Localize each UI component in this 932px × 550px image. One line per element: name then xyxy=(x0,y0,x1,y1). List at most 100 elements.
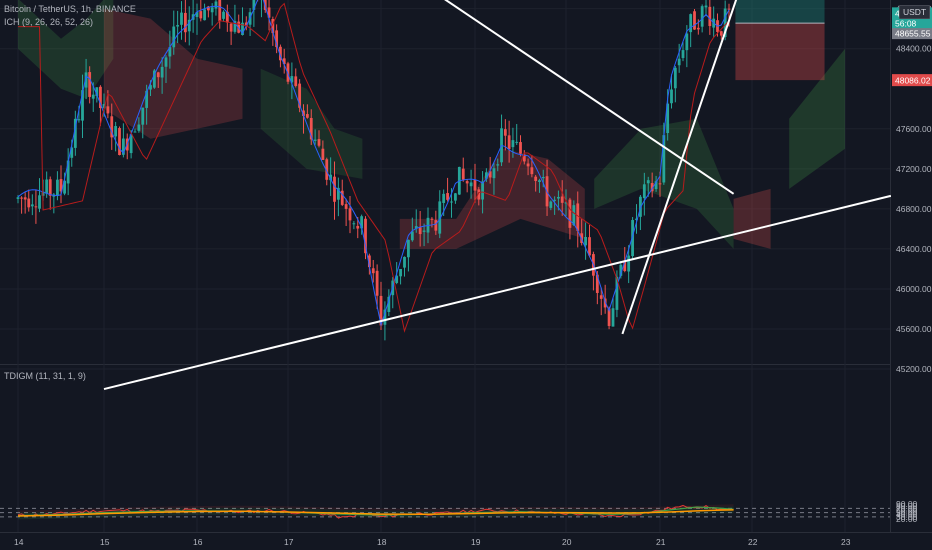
candle-body xyxy=(507,135,511,150)
stop-loss-zone xyxy=(735,23,825,81)
candle-body xyxy=(670,89,673,104)
candle-body xyxy=(56,179,59,196)
candle-body xyxy=(438,201,442,234)
tdigm-legend[interactable]: TDIGM (11, 31, 1, 9) xyxy=(4,371,86,381)
candle-body xyxy=(279,46,282,61)
candle-body xyxy=(321,148,325,160)
candle-body xyxy=(727,8,731,10)
stop-loss-tag-background xyxy=(892,74,932,87)
oscillator-axis-label: 40.00 xyxy=(896,510,918,520)
candle-body xyxy=(168,47,172,57)
price-axis-label: 45200.00 xyxy=(896,364,932,374)
candle-body xyxy=(677,58,681,66)
candle-body xyxy=(34,206,38,208)
candle-body xyxy=(88,72,92,97)
candle-body xyxy=(534,176,538,181)
time-axis-label: 16 xyxy=(193,537,203,547)
candle-body xyxy=(576,203,580,231)
candle-body xyxy=(160,66,164,78)
candle-body xyxy=(229,23,233,32)
oscillator-axis-label: 70.00 xyxy=(896,503,918,513)
tdigm-label: TDIGM (11, 31, 1, 9) xyxy=(4,371,86,381)
time-axis-label: 22 xyxy=(748,537,758,547)
candle-body xyxy=(114,126,118,137)
candle-body xyxy=(646,180,650,184)
price-axis-background xyxy=(891,0,932,532)
time-axis-label: 21 xyxy=(656,537,666,547)
candle-body xyxy=(360,216,364,229)
candle-body xyxy=(317,139,321,146)
candle-body xyxy=(434,220,438,231)
ichimoku-cloud xyxy=(789,48,845,189)
candle-body xyxy=(176,25,180,27)
price-axis-label: 46000.00 xyxy=(896,284,932,294)
candle-body xyxy=(172,26,176,48)
candle-body xyxy=(538,180,541,183)
candle-body xyxy=(118,128,121,156)
candle-body xyxy=(496,164,500,166)
oscillator-axis-label: 30.00 xyxy=(896,512,918,522)
candle-body xyxy=(371,268,375,274)
candle-body xyxy=(298,83,302,108)
candle-body xyxy=(526,163,530,167)
candle-body xyxy=(141,107,145,125)
candle-body xyxy=(599,295,603,299)
candle-body xyxy=(364,218,367,254)
candle-body xyxy=(195,12,199,17)
candle-body xyxy=(696,27,700,30)
candle-body xyxy=(66,160,70,184)
candle-body xyxy=(650,183,654,192)
candle-body xyxy=(63,180,66,194)
currency-badge[interactable]: USDT xyxy=(899,5,931,19)
candle-body xyxy=(344,204,348,209)
ichimoku-base-line xyxy=(18,2,730,333)
candle-body xyxy=(623,261,627,272)
candle-body xyxy=(430,218,434,220)
candle-body xyxy=(454,193,457,201)
candle-body xyxy=(666,103,670,133)
ichimoku-cloud xyxy=(104,8,243,139)
candle-body xyxy=(422,230,426,232)
candle-body xyxy=(387,296,391,312)
candle-body xyxy=(503,129,507,136)
candle-body xyxy=(403,256,406,268)
candle-body xyxy=(290,76,294,83)
candle-body xyxy=(704,5,708,8)
candle-body xyxy=(557,196,560,199)
time-axis-label: 20 xyxy=(562,537,572,547)
candle-body xyxy=(367,255,371,268)
time-axis-label: 15 xyxy=(100,537,110,547)
candle-body xyxy=(719,31,723,36)
trendline xyxy=(621,0,738,335)
candle-body xyxy=(110,116,114,138)
time-axis-background xyxy=(0,533,932,550)
candle-body xyxy=(619,264,623,276)
candle-body xyxy=(225,11,229,23)
candle-body xyxy=(407,239,410,258)
candle-body xyxy=(615,276,619,310)
candle-body xyxy=(488,171,492,178)
symbol-legend[interactable]: Bitcoin / TetherUS, 1h, BINANCE xyxy=(4,4,136,14)
candle-body xyxy=(588,237,591,256)
candle-body xyxy=(313,139,317,141)
candle-body xyxy=(325,159,329,180)
candle-body xyxy=(30,204,34,207)
candle-body xyxy=(611,308,615,327)
candle-body xyxy=(294,76,298,86)
candle-body xyxy=(187,19,191,32)
candle-body xyxy=(723,8,727,38)
candle-body xyxy=(522,154,526,162)
candle-body xyxy=(210,7,214,13)
candle-body xyxy=(156,72,160,78)
candle-body xyxy=(553,199,557,201)
candle-body xyxy=(530,167,534,175)
ichimoku-legend[interactable]: ICH (9, 26, 26, 52, 26) xyxy=(4,17,93,27)
candle-body xyxy=(607,308,611,326)
candle-body xyxy=(164,57,168,67)
candle-body xyxy=(461,168,465,180)
candle-body xyxy=(48,179,52,196)
candle-body xyxy=(465,181,469,184)
oscillator-axis-label: 20.00 xyxy=(896,514,918,524)
